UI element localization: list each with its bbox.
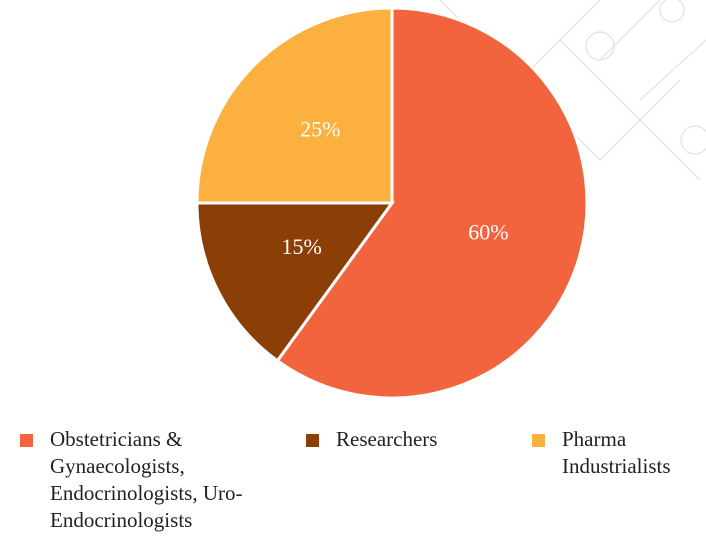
data-label: 15% (281, 234, 321, 259)
legend-item: Obstetricians & Gynaecologists, Endocrin… (20, 426, 290, 534)
legend-label: Pharma Industrialists (562, 426, 697, 480)
legend-item: Researchers (306, 426, 496, 453)
pie-slice (197, 8, 392, 203)
legend-item: Pharma Industrialists (532, 426, 697, 480)
legend-swatch (532, 434, 545, 447)
page: 60% 15% 25% Obstetricians & Gynaecologists… (0, 0, 706, 548)
legend-swatch (306, 434, 319, 447)
data-label: 60% (468, 219, 508, 244)
legend-label: Researchers (336, 426, 496, 453)
chart: 60% 15% 25% (0, 0, 706, 420)
legend-label: Obstetricians & Gynaecologists, Endocrin… (50, 426, 290, 534)
data-label: 25% (300, 116, 340, 141)
legend-swatch (20, 434, 33, 447)
